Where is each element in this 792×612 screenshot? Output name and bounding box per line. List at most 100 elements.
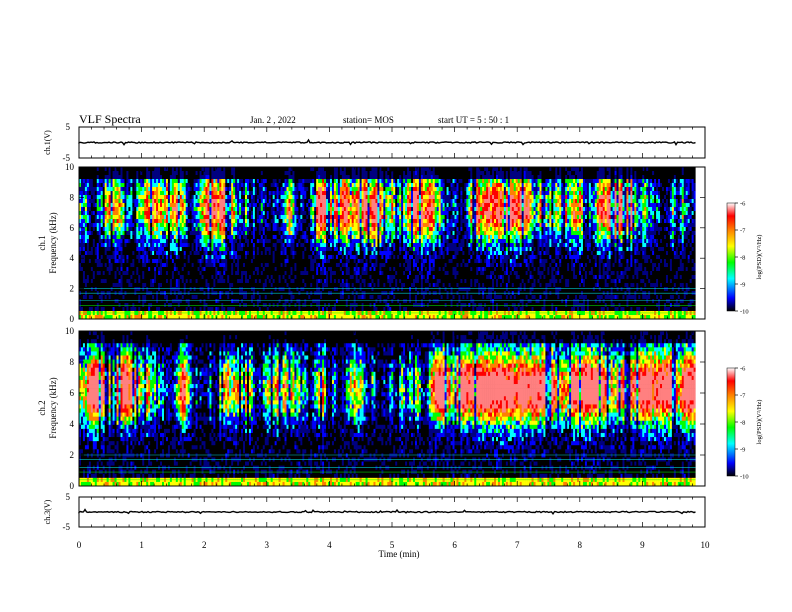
heatmap-cell [171, 275, 175, 280]
heatmap-cell [175, 259, 179, 264]
heatmap-cell [254, 279, 258, 284]
heatmap-cell [328, 235, 331, 240]
heatmap-cell [326, 235, 329, 240]
heatmap-cell [318, 275, 321, 280]
heatmap-cell [227, 251, 230, 256]
heatmap-cell [126, 255, 129, 260]
heatmap-cell [280, 247, 283, 252]
heatmap-cell [290, 231, 293, 236]
heatmap-cell [331, 183, 335, 188]
heatmap-cell [324, 171, 327, 176]
heatmap-cell [165, 231, 169, 236]
heatmap-cell [138, 295, 141, 300]
heatmap-cell [177, 195, 181, 200]
heatmap-cell [262, 191, 266, 196]
heatmap-cell [136, 307, 139, 312]
heatmap-cell [150, 283, 153, 288]
heatmap-cell [272, 283, 275, 288]
heatmap-cell [169, 295, 173, 300]
heatmap-cell [246, 235, 250, 240]
heatmap-cell [108, 299, 111, 304]
heatmap-cell [258, 263, 262, 268]
heatmap-cell [148, 199, 151, 204]
heatmap-cell [276, 315, 279, 320]
heatmap-cell [233, 235, 236, 240]
heatmap-cell [146, 231, 149, 236]
heatmap-cell [181, 279, 185, 284]
heatmap-cell [318, 299, 321, 304]
heatmap-cell [266, 203, 270, 208]
heatmap-cell [195, 299, 198, 304]
heatmap-cell [181, 259, 185, 264]
heatmap-cell [262, 203, 266, 208]
heatmap-cell [118, 275, 121, 280]
heatmap-cell [96, 199, 100, 204]
heatmap-cell [328, 211, 331, 216]
heatmap-cell [86, 235, 90, 240]
heatmap-cell [79, 175, 82, 180]
heatmap-cell [306, 315, 309, 320]
heatmap-cell [223, 299, 226, 304]
heatmap-cell [324, 187, 327, 192]
heatmap-cell [254, 271, 258, 276]
heatmap-cell [187, 307, 190, 312]
heatmap-cell [201, 267, 204, 272]
heatmap-cell [278, 239, 281, 244]
heatmap-cell [144, 187, 147, 192]
heatmap-cell [82, 203, 86, 208]
heatmap-cell [288, 211, 291, 216]
heatmap-cell [233, 223, 236, 228]
heatmap-cell [187, 315, 190, 320]
heatmap-cell [207, 279, 210, 284]
heatmap-cell [136, 195, 139, 200]
heatmap-cell [181, 219, 185, 224]
heatmap-cell [284, 267, 287, 272]
heatmap-cell [187, 171, 190, 176]
heatmap-cell [80, 231, 84, 236]
heatmap-cell [320, 171, 323, 176]
heatmap-cell [227, 211, 230, 216]
heatmap-cell [235, 171, 238, 176]
heatmap-cell [314, 203, 317, 208]
heatmap-cell [88, 219, 92, 224]
heatmap-cell [150, 187, 153, 192]
heatmap-cell [213, 287, 216, 292]
heatmap-cell [148, 267, 151, 272]
heatmap-cell [223, 183, 226, 188]
heatmap-cell [82, 231, 86, 236]
heatmap-cell [235, 183, 238, 188]
heatmap-cell [292, 199, 295, 204]
heatmap-cell [223, 235, 226, 240]
heatmap-cell [260, 231, 264, 236]
heatmap-cell [320, 275, 323, 280]
heatmap-cell [262, 279, 266, 284]
heatmap-cell [169, 287, 173, 292]
heatmap-cell [331, 199, 335, 204]
heatmap-cell [248, 287, 252, 292]
heatmap-cell [239, 199, 242, 204]
heatmap-cell [132, 307, 135, 312]
heatmap-cell [173, 171, 177, 176]
heatmap-cell [260, 227, 264, 232]
heatmap-cell [116, 203, 119, 208]
heatmap-cell [120, 315, 123, 320]
heatmap-cell [130, 315, 133, 320]
heatmap-cell [144, 175, 147, 180]
heatmap-cell [142, 203, 145, 208]
heatmap-cell [314, 227, 317, 232]
heatmap-cell [94, 315, 98, 320]
heatmap-cell [162, 299, 165, 304]
heatmap-cell [211, 235, 214, 240]
heatmap-cell [292, 275, 295, 280]
heatmap-cell [175, 227, 179, 232]
heatmap-cell [112, 183, 115, 188]
heatmap-cell [152, 307, 155, 312]
heatmap-cell [243, 235, 246, 240]
heatmap-cell [104, 187, 107, 192]
heatmap-cell [207, 199, 210, 204]
heatmap-cell [183, 231, 187, 236]
heatmap-cell [181, 231, 185, 236]
heatmap-cell [270, 259, 273, 264]
heatmap-cell [144, 287, 147, 292]
heatmap-cell [118, 251, 121, 256]
